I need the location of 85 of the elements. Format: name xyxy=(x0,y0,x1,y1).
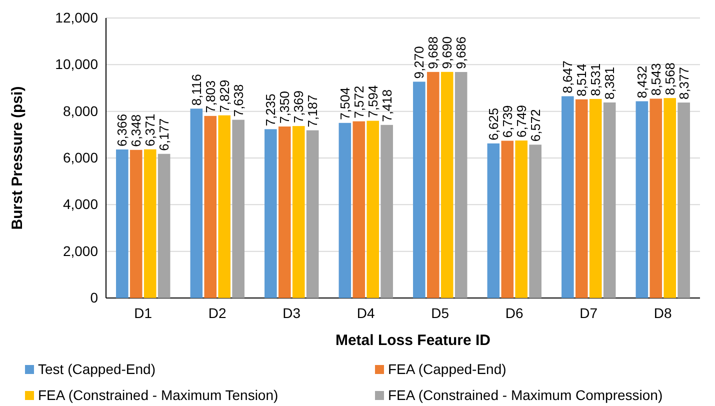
y-axis-title: Burst Pressure (psi) xyxy=(9,86,26,230)
data-label: 9,688 xyxy=(426,36,441,69)
data-label: 6,749 xyxy=(514,104,529,138)
bar xyxy=(678,102,690,298)
data-label: 6,625 xyxy=(486,108,501,140)
bar xyxy=(338,122,352,298)
bar xyxy=(306,130,319,298)
bar xyxy=(440,72,454,298)
x-tick-label: D7 xyxy=(580,304,598,321)
bar xyxy=(352,121,366,298)
legend-label: FEA (Constrained - Maximum Compression) xyxy=(388,387,663,403)
data-label: 6,739 xyxy=(500,105,515,138)
bar xyxy=(116,149,128,298)
bar xyxy=(575,99,588,298)
legend-label: FEA (Capped-End) xyxy=(388,361,506,377)
data-label: 9,270 xyxy=(412,46,427,79)
x-tick-label: D8 xyxy=(654,304,672,321)
bar xyxy=(204,116,217,298)
data-label: 8,377 xyxy=(676,66,692,100)
data-label: 7,504 xyxy=(337,87,352,120)
data-label: 8,543 xyxy=(648,63,664,96)
bar xyxy=(589,98,602,298)
data-label: 9,686 xyxy=(454,36,469,69)
legend-label: Test (Capped-End) xyxy=(38,361,156,377)
data-label: 7,369 xyxy=(291,90,306,124)
bar xyxy=(190,108,203,298)
data-label: 7,235 xyxy=(263,94,278,126)
x-tick-label: D6 xyxy=(505,304,524,321)
bar xyxy=(130,150,142,298)
legend-label: FEA (Constrained - Maximum Tension) xyxy=(38,387,278,403)
data-label: 6,572 xyxy=(528,109,543,142)
bar xyxy=(144,149,156,298)
bar xyxy=(562,96,574,298)
data-label: 7,638 xyxy=(230,84,246,117)
bar xyxy=(413,82,426,298)
bar xyxy=(278,126,291,298)
x-tick-label: D1 xyxy=(134,304,152,321)
bar xyxy=(636,101,648,298)
data-label: 7,829 xyxy=(216,80,232,112)
x-tick-label: D3 xyxy=(282,304,301,321)
data-label: 6,348 xyxy=(128,114,144,147)
bar xyxy=(426,72,440,298)
bar xyxy=(501,140,514,298)
y-tick-label: 8,000 xyxy=(62,102,98,119)
bar xyxy=(380,124,393,298)
data-label: 6,177 xyxy=(156,118,172,151)
data-label: 8,381 xyxy=(602,66,618,100)
bar xyxy=(264,129,277,298)
y-tick-label: 4,000 xyxy=(62,196,98,212)
data-label: 7,803 xyxy=(202,80,218,113)
y-tick-label: 10,000 xyxy=(55,56,98,72)
y-tick-label: 0 xyxy=(90,289,98,306)
bar xyxy=(487,143,500,298)
y-tick-label: 6,000 xyxy=(62,149,98,166)
data-label: 8,531 xyxy=(588,63,604,96)
bar xyxy=(292,126,305,298)
data-label: 6,366 xyxy=(114,114,130,146)
y-tick-label: 12,000 xyxy=(55,9,98,26)
data-label: 8,514 xyxy=(574,64,590,96)
bar xyxy=(603,102,616,298)
data-label: 7,572 xyxy=(351,86,366,118)
data-label: 7,418 xyxy=(379,89,394,122)
data-label: 9,690 xyxy=(440,36,455,69)
data-label: 8,647 xyxy=(560,60,576,94)
bar xyxy=(158,154,170,298)
x-tick-label: D2 xyxy=(208,304,227,321)
bar xyxy=(664,98,676,298)
bar xyxy=(515,140,528,298)
data-label: 8,432 xyxy=(634,66,650,98)
bar xyxy=(366,120,380,298)
data-label: 6,371 xyxy=(142,114,158,146)
data-label: 8,116 xyxy=(188,74,204,106)
data-label: 7,350 xyxy=(277,90,292,124)
x-tick-label: D4 xyxy=(356,304,376,321)
y-tick-label: 2,000 xyxy=(62,242,98,259)
data-label: 7,187 xyxy=(305,94,320,128)
x-axis-title: Metal Loss Feature ID xyxy=(335,332,491,349)
bar xyxy=(529,144,542,298)
bar xyxy=(218,115,231,298)
bar xyxy=(650,98,662,298)
bar xyxy=(454,72,468,298)
x-tick-label: D5 xyxy=(431,304,450,321)
bar xyxy=(232,120,244,298)
data-label: 8,568 xyxy=(662,62,678,96)
data-label: 7,594 xyxy=(365,85,380,118)
